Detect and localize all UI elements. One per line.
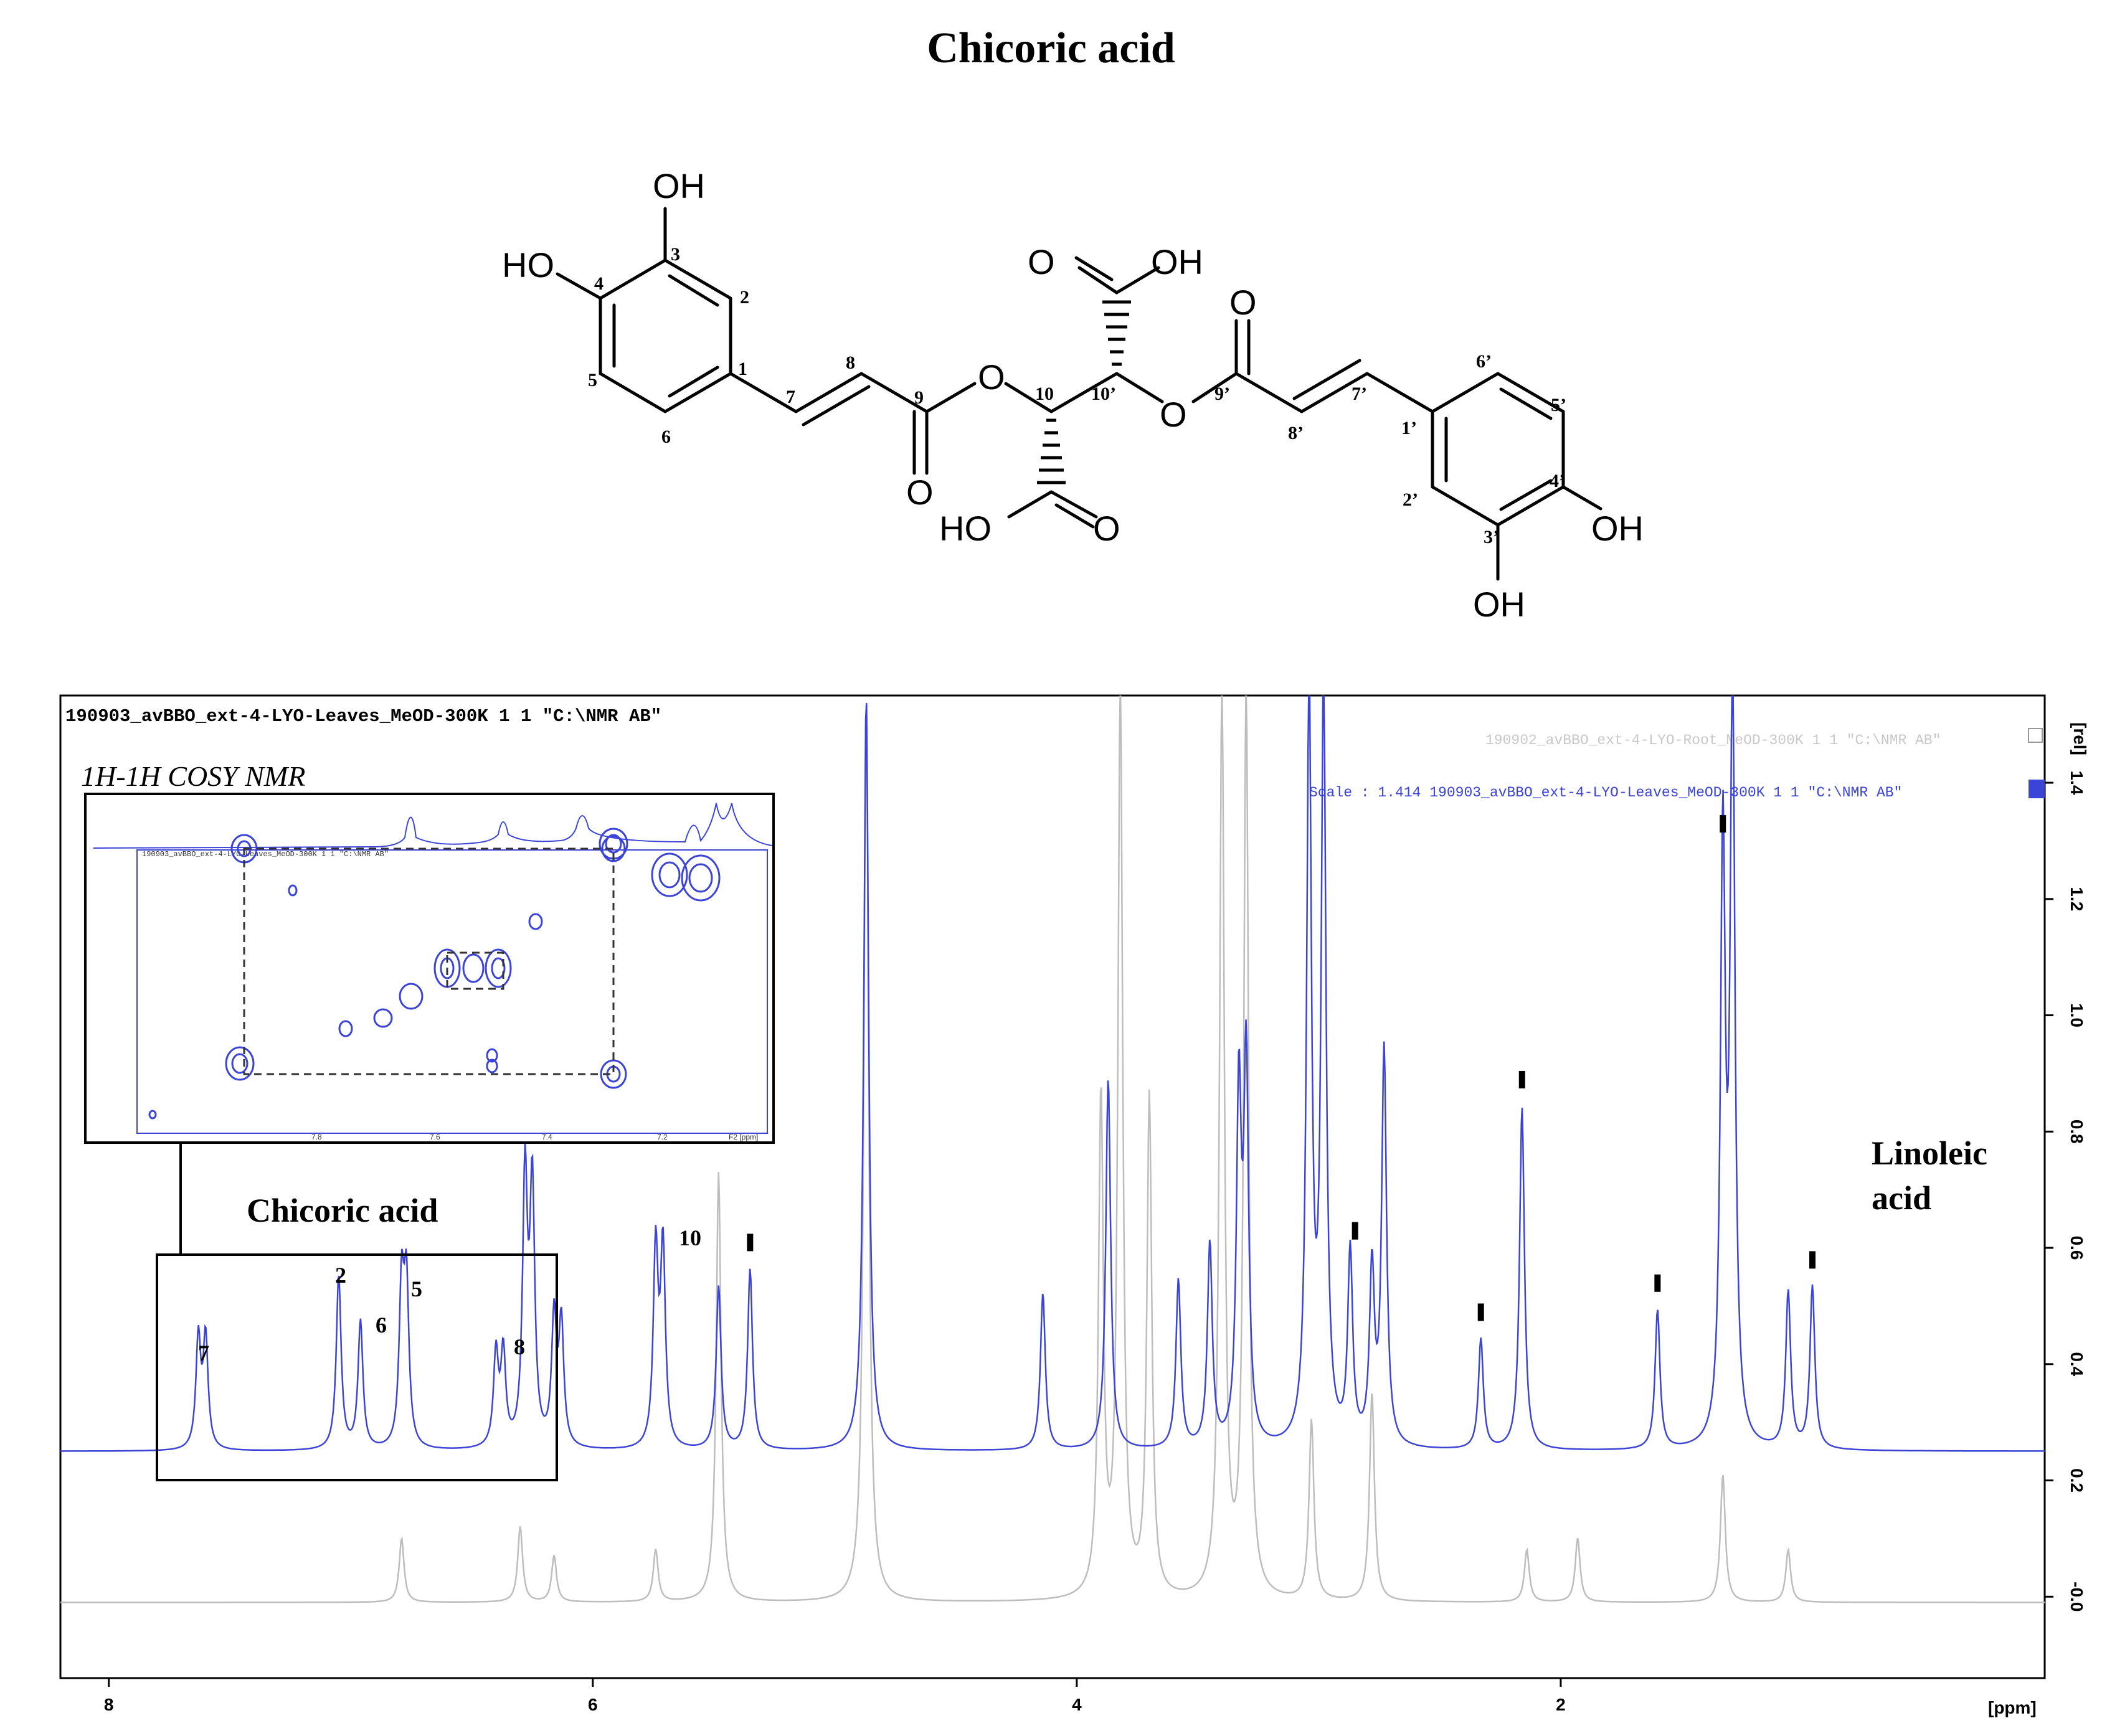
svg-text:7: 7 <box>786 387 795 407</box>
peak-marker <box>1518 1070 1525 1088</box>
peak-label-6: 6 <box>376 1313 387 1337</box>
svg-text:3’: 3’ <box>1484 527 1499 547</box>
svg-text:4: 4 <box>594 273 604 294</box>
peak-marker <box>1654 1274 1661 1292</box>
atom-o-lower: O <box>1093 509 1120 548</box>
atom-o-carbonyl-9p: O <box>1229 283 1257 322</box>
overlay-leaves-swatch <box>2029 780 2045 798</box>
atom-oh-upper: OH <box>1151 242 1203 281</box>
cosy-inset: 1H-1H COSY NMR 190903_avBBO_ext-4-LYO-Le… <box>81 760 775 1144</box>
linoleic-label: Linoleic <box>1872 1135 1987 1172</box>
svg-text:8: 8 <box>846 352 855 373</box>
peak-marker <box>1720 815 1726 833</box>
y-unit: [rel] <box>2070 722 2090 755</box>
svg-text:6’: 6’ <box>1476 351 1492 372</box>
atom-oh-4p: OH <box>1591 509 1644 548</box>
svg-text:5’: 5’ <box>1551 395 1566 415</box>
x-axis: 8 6 4 2 <box>104 1678 1566 1714</box>
peak-label-7: 7 <box>198 1341 209 1366</box>
marker-layer <box>747 815 1816 1321</box>
y-tick-label: 0.2 <box>2067 1468 2086 1493</box>
molecule-atom-labels: OH HO O O HO O O OH O O OH OH <box>502 166 1644 624</box>
cosy-projection <box>93 803 773 849</box>
hashed-bond-10 <box>1037 418 1066 484</box>
svg-text:6: 6 <box>661 427 671 447</box>
y-tick-label: 1.2 <box>2067 887 2086 911</box>
svg-text:7’: 7’ <box>1352 384 1367 404</box>
hashed-bond-10p <box>1102 300 1131 366</box>
x-tick-label: 2 <box>1556 1695 1566 1714</box>
x-unit: [ppm] <box>1988 1698 2037 1717</box>
peak-marker <box>747 1234 754 1252</box>
series-root <box>60 696 2045 1603</box>
atom-o-ester-left: O <box>978 357 1005 397</box>
linoleic-label-2: acid <box>1872 1179 1931 1217</box>
cosy-dashed-rectangles <box>243 847 615 1075</box>
atom-o-upper: O <box>1028 242 1055 281</box>
chicoric-region-box <box>156 1253 558 1481</box>
atom-ho-lower: HO <box>939 509 992 548</box>
svg-text:7.8: 7.8 <box>311 1133 322 1141</box>
atom-ho-4: HO <box>502 245 554 285</box>
cosy-ticks: 7.8 7.6 7.4 7.2 F2 [ppm] <box>311 1133 758 1141</box>
atom-o-ester-right: O <box>1160 395 1187 434</box>
series-leaves <box>60 696 2045 1452</box>
peak-marker <box>1477 1303 1484 1321</box>
svg-text:10: 10 <box>1035 384 1054 404</box>
cosy-header: 190903_avBBO_ext-4-LYO-Leaves_MeOD-300K … <box>142 850 389 859</box>
x-tick-label: 8 <box>104 1695 114 1714</box>
peak-label-5: 5 <box>411 1276 422 1301</box>
svg-text:2: 2 <box>740 287 749 308</box>
atom-o-carbonyl-9: O <box>906 473 934 512</box>
molecule-numbering: 3 2 4 5 6 1 7 8 9 10 10’ 9’ 8’ 7’ 6’ 1’ … <box>588 244 1566 547</box>
svg-text:8’: 8’ <box>1288 423 1304 443</box>
peak-label-10: 10 <box>679 1225 701 1250</box>
svg-text:5: 5 <box>588 370 597 390</box>
y-tick-label: 0.8 <box>2067 1120 2086 1144</box>
x-tick-label: 6 <box>588 1695 598 1714</box>
svg-text:9: 9 <box>914 387 924 408</box>
overlay-leaves-label: Scale : 1.414 190903_avBBO_ext-4-LYO-Lea… <box>1309 785 1902 801</box>
svg-text:7.6: 7.6 <box>430 1133 440 1141</box>
y-tick-label: 1.4 <box>2067 771 2086 795</box>
y-tick-label: 0.4 <box>2067 1352 2086 1376</box>
svg-text:1’: 1’ <box>1401 418 1417 438</box>
svg-text:10’: 10’ <box>1091 384 1116 404</box>
svg-text:7.2: 7.2 <box>657 1133 668 1141</box>
peak-marker <box>1352 1222 1358 1240</box>
svg-text:7.4: 7.4 <box>542 1133 552 1141</box>
svg-text:9’: 9’ <box>1214 384 1230 404</box>
peak-label-8: 8 <box>514 1334 525 1359</box>
x-tick-label: 4 <box>1072 1695 1082 1714</box>
spectrum-header: 190903_avBBO_ext-4-LYO-Leaves_MeOD-300K … <box>65 706 661 727</box>
page-title: Chicoric acid <box>927 24 1175 72</box>
peak-marker <box>1809 1251 1816 1269</box>
chicoric-box-title: Chicoric acid <box>247 1192 438 1229</box>
overlay-root-swatch <box>2028 728 2043 743</box>
y-tick-label: 1.0 <box>2067 1003 2086 1027</box>
svg-text:2’: 2’ <box>1403 489 1418 510</box>
cosy-label: 1H-1H COSY NMR <box>81 760 305 792</box>
y-tick-label: 0.6 <box>2067 1236 2086 1260</box>
atom-oh-3: OH <box>653 166 705 205</box>
svg-text:3: 3 <box>671 244 680 265</box>
cosy-plot <box>136 849 768 1134</box>
overlay-root-label: 190902_avBBO_ext-4-LYO-Root_MeOD-300K 1 … <box>1485 732 1941 748</box>
y-tick-label: -0.0 <box>2067 1582 2086 1611</box>
spectrum-frame <box>59 694 2046 1679</box>
peak-label-2: 2 <box>335 1263 346 1288</box>
y-axis: -0.0 0.2 0.4 0.6 0.8 1.0 1.2 1.4 <box>2045 771 2086 1611</box>
svg-text:1: 1 <box>738 359 747 379</box>
svg-text:F2 [ppm]: F2 [ppm] <box>729 1133 758 1141</box>
series-layer <box>60 696 2045 1603</box>
atom-oh-3p: OH <box>1473 585 1525 624</box>
molecule-structure <box>556 207 1603 581</box>
svg-text:4’: 4’ <box>1550 471 1565 491</box>
